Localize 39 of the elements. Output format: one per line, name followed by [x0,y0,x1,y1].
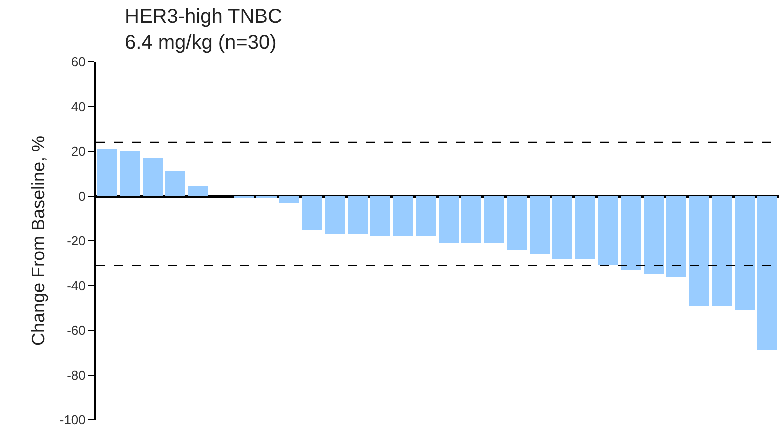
y-tick-label: 20 [71,144,86,160]
bar [370,196,391,237]
bar [621,196,642,270]
y-axis-title: Change From Baseline, % [28,136,48,346]
bar [644,196,664,275]
bar [575,196,596,259]
bar [120,152,140,196]
y-tick-label: -100 [60,412,86,428]
chart-subtitle: 6.4 mg/kg (n=30) [125,32,277,54]
chart-title: HER3-high TNBC [125,6,282,28]
bar [280,196,300,203]
y-tick-label: 0 [78,188,86,204]
bar [484,196,504,244]
bar [666,196,687,277]
y-tick-label: 40 [71,99,86,114]
bar [758,196,778,351]
bar [462,196,482,244]
bar [416,196,436,237]
bar [302,196,322,230]
bar [142,158,163,196]
bar [507,196,528,250]
bar [325,196,346,234]
bar [188,186,208,196]
bar [530,196,550,254]
bar [393,196,414,237]
y-tick-label: -80 [67,368,86,383]
bar [438,196,459,244]
bar [712,196,732,306]
y-tick-label: -20 [67,234,86,249]
bar [97,149,118,196]
bar [166,172,186,196]
bar [552,196,573,259]
bar [734,196,755,310]
y-tick-label: -40 [67,278,86,294]
y-tick-label: -60 [67,323,86,338]
y-tick-label: 60 [71,54,86,70]
bar [598,196,618,266]
bar [348,196,368,234]
bar [689,196,710,306]
